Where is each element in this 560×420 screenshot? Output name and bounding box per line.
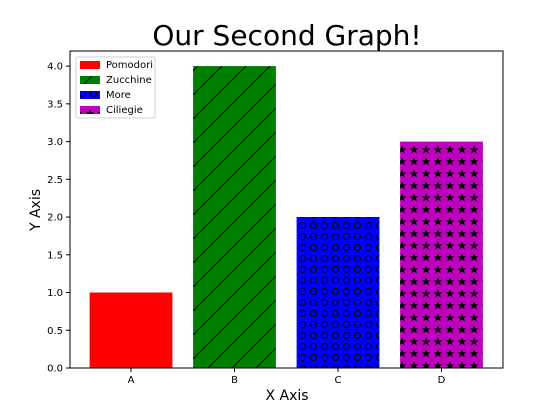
x-axis-label: X Axis	[265, 388, 308, 404]
y-tick-label: 2.5	[47, 175, 63, 186]
plot-frame	[69, 50, 504, 369]
y-tick-label: 3.5	[47, 99, 63, 110]
legend-swatch-zucchine	[80, 76, 100, 84]
legend-label: More	[106, 90, 131, 101]
x-tick-label: D	[438, 375, 446, 386]
x-tick-label: B	[231, 375, 238, 386]
legend-label: Pomodori	[106, 60, 153, 71]
x-tick-label: C	[335, 375, 342, 386]
y-tick-label: 0.5	[47, 326, 63, 337]
legend-label: Zucchine	[106, 75, 152, 86]
y-tick-label: 1.0	[47, 288, 63, 299]
y-axis-label: Y Axis	[28, 189, 44, 232]
axis-layer: 0.0 0.5 1.0 1.5 2.0 2.5 3.0 3.5 4.0 A B C D	[47, 50, 504, 386]
legend: Pomodori Zucchine More Ciliegie	[75, 56, 156, 119]
y-tick-label: 0.0	[47, 364, 63, 375]
bar-c	[296, 217, 380, 368]
legend-box	[75, 56, 156, 119]
y-tick-label: 1.5	[47, 250, 63, 261]
chart-title: Our Second Graph!	[152, 19, 421, 52]
x-tick-label: A	[128, 375, 135, 386]
y-tick-label: 2.0	[47, 213, 63, 224]
bar-d	[400, 141, 483, 368]
legend-swatch-more	[80, 91, 100, 99]
y-tick-label: 4.0	[47, 62, 63, 73]
legend-label: Ciliegie	[106, 105, 143, 116]
plot-layer	[89, 66, 483, 368]
legend-swatch-ciliegie	[80, 106, 100, 114]
legend-swatch-pomodori	[80, 61, 100, 69]
bar-a	[89, 292, 173, 368]
y-tick-label: 3.0	[47, 137, 63, 148]
bar-b	[193, 66, 276, 368]
